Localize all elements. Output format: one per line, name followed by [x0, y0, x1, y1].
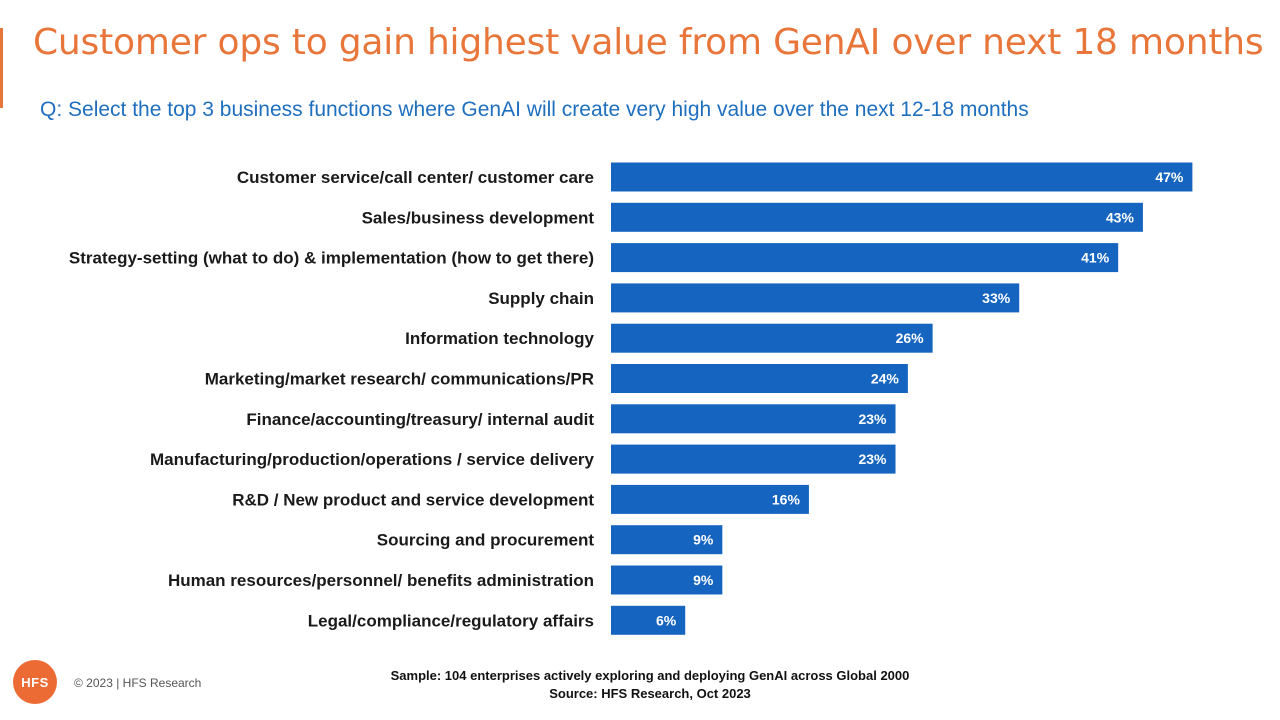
bar-value-label: 41%: [1081, 250, 1110, 266]
bar: [611, 283, 1020, 313]
category-label: Marketing/market research/ communication…: [205, 370, 594, 389]
category-label: Legal/compliance/regulatory affairs: [308, 611, 594, 630]
bar-value-label: 23%: [858, 411, 887, 427]
bar-value-label: 23%: [858, 451, 887, 467]
bar-value-label: 47%: [1155, 169, 1184, 185]
bar-value-label: 26%: [896, 330, 925, 346]
category-label: Strategy-setting (what to do) & implemen…: [69, 249, 594, 268]
bar-value-label: 16%: [772, 491, 801, 507]
slide-title: Customer ops to gain highest value from …: [33, 22, 1264, 63]
category-label: Sales/business development: [362, 208, 595, 227]
copyright-text: © 2023 | HFS Research: [74, 676, 202, 690]
category-label: Human resources/personnel/ benefits admi…: [168, 571, 594, 590]
sample-note: Sample: 104 enterprises actively explori…: [390, 668, 910, 683]
category-label: R&D / New product and service developmen…: [232, 490, 594, 509]
bar: [611, 364, 908, 393]
bar-value-label: 9%: [693, 532, 714, 548]
category-label: Supply chain: [488, 289, 594, 308]
source-note: Source: HFS Research, Oct 2023: [549, 686, 751, 701]
bar: [611, 444, 896, 474]
bar: [611, 484, 809, 514]
bar-value-label: 9%: [693, 572, 714, 588]
category-label: Manufacturing/production/operations / se…: [150, 450, 595, 469]
bar: [611, 565, 723, 595]
bar-value-label: 43%: [1106, 209, 1135, 225]
bar-value-label: 33%: [982, 290, 1011, 306]
bar: [611, 202, 1143, 232]
category-label: Sourcing and procurement: [377, 531, 595, 550]
hfs-logo: HFS: [13, 660, 57, 704]
bar: [611, 404, 896, 434]
bar: [611, 243, 1119, 273]
slide-subtitle: Q: Select the top 3 business functions w…: [40, 98, 1029, 121]
bar: [611, 162, 1193, 192]
bar: [611, 525, 723, 555]
category-label: Customer service/call center/ customer c…: [237, 168, 594, 187]
bar: [611, 605, 686, 635]
category-label: Information technology: [405, 329, 594, 348]
category-label: Finance/accounting/treasury/ internal au…: [246, 410, 594, 429]
bar-chart: Customer service/call center/ customer c…: [69, 162, 1193, 635]
bar-value-label: 24%: [871, 371, 900, 387]
bar: [611, 323, 933, 353]
title-accent-bar: [0, 28, 3, 108]
bar-value-label: 6%: [656, 612, 677, 628]
